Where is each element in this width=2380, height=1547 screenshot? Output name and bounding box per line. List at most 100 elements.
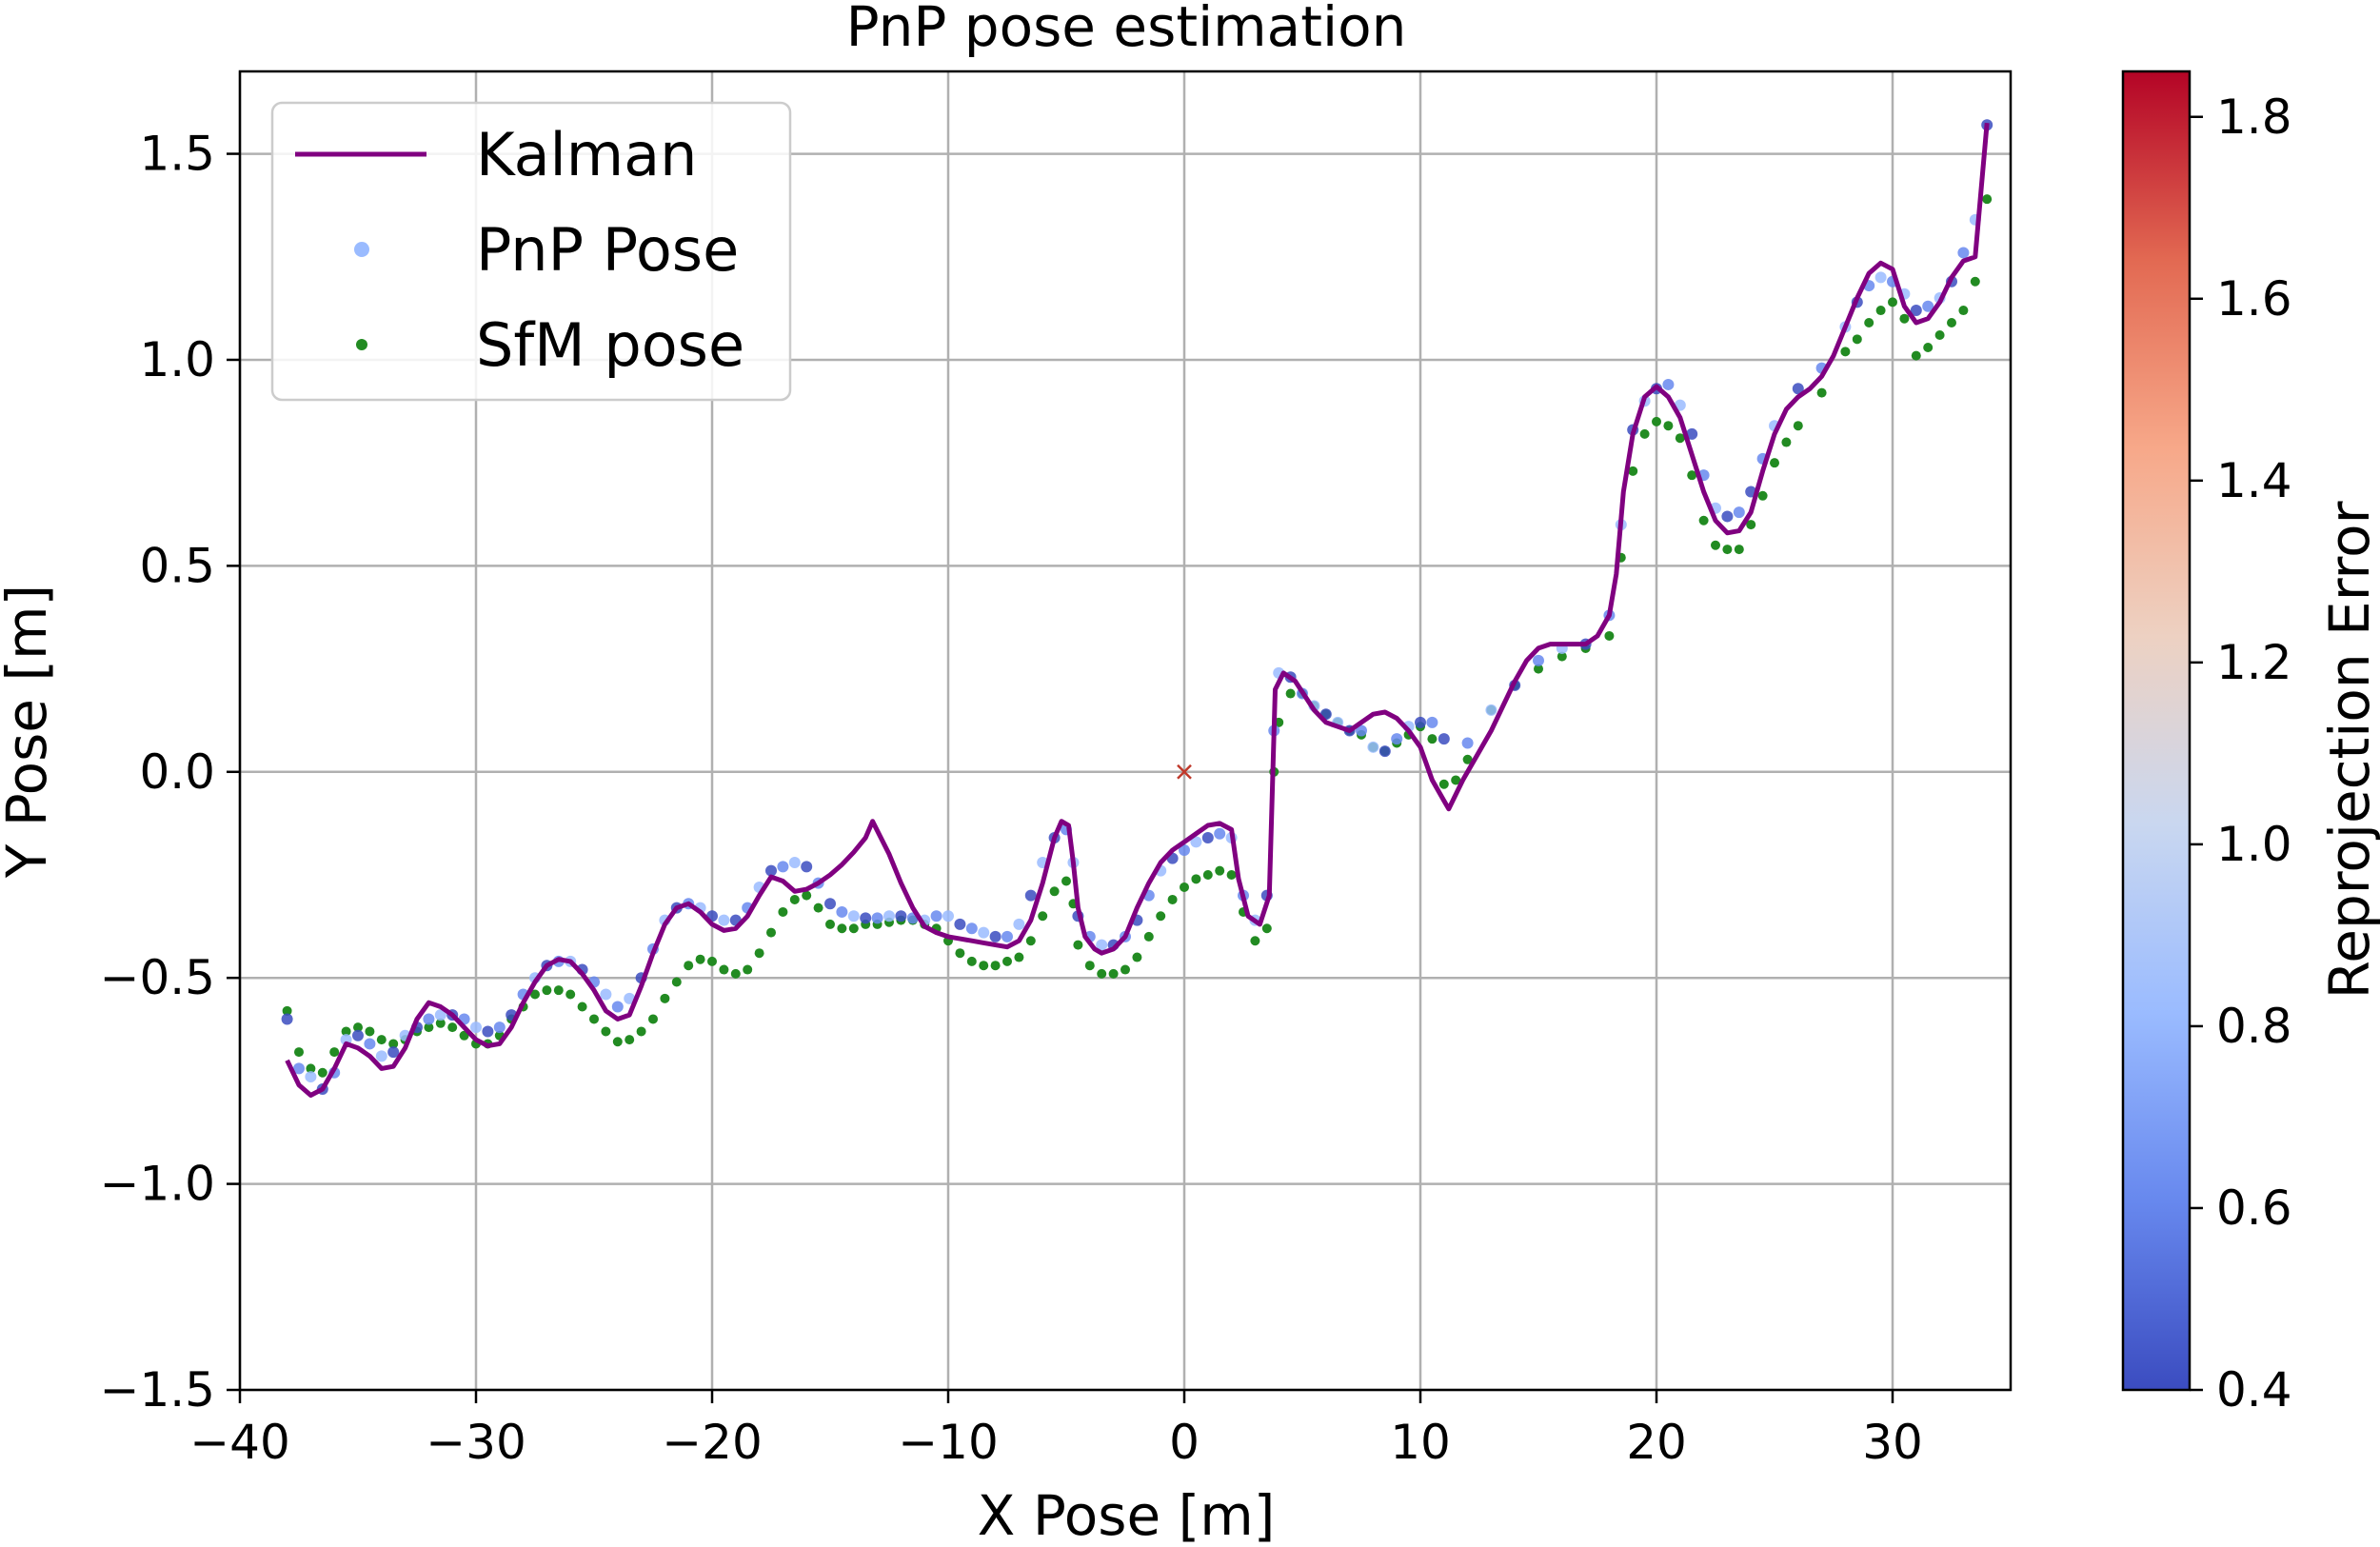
sfm-pose-point [542,985,552,996]
x-tick-label: 0 [1169,1415,1200,1470]
pnp-pose-point [847,910,860,922]
sfm-pose-point [1226,869,1237,880]
sfm-pose-point [1793,421,1803,431]
colorbar-tick-label: 1.6 [2216,271,2292,327]
colorbar-label: Reprojection Error [2317,501,2380,999]
pnp-pose-point [493,1021,506,1034]
sfm-pose-point [743,964,753,975]
sfm-pose-point [1675,433,1685,444]
sfm-pose-point [1923,342,1934,352]
pnp-pose-point [600,988,612,1001]
sfm-pose-point [589,1014,599,1024]
sfm-pose-point [766,927,776,938]
axis-ticks: −40 −30 −20 −10 0 10 20 30 −1.5 −1.0 −0.5 0.0 0.5 1.0… [100,127,1923,1470]
pnp-pose-point [824,898,836,910]
sfm-pose-point [1025,936,1036,946]
pnp-pose-point [482,1025,494,1038]
sfm-pose-point [671,977,682,987]
sfm-pose-point [730,968,741,979]
sfm-pose-point [1970,276,1980,287]
pnp-pose-point [1367,741,1379,753]
legend-box [270,101,792,402]
pnp-pose-point [942,910,954,922]
sfm-pose-point [1663,421,1674,431]
sfm-pose-point [317,1067,327,1078]
sfm-pose-point [1628,466,1638,476]
sfm-pose-point [306,1063,316,1074]
sfm-pose-point [1604,630,1615,641]
sfm-pose-point [660,993,670,1003]
sfm-pose-point [1639,428,1650,439]
sfm-pose-point [1816,387,1827,398]
pnp-pose-point [895,910,907,922]
pnp-pose-point [883,910,895,922]
pnp-pose-point [1024,889,1037,902]
sfm-pose-point [1888,297,1897,307]
sfm-pose-point [376,1035,387,1045]
plot-area-frame [238,69,2013,1392]
sfm-pose-point [1757,490,1768,501]
pnp-pose-point [1002,930,1013,942]
x-tick-label: −10 [898,1415,999,1470]
y-tick-label: −1.0 [100,1157,215,1212]
sfm-pose-point [1557,651,1567,662]
sfm-pose-point [553,985,564,996]
pnp-pose-point [1415,716,1426,728]
sfm-pose-point [1215,865,1225,876]
sfm-pose-point [1285,688,1296,699]
sfm-pose-point [282,1005,292,1016]
sfm-pose-point [684,961,694,971]
sfm-pose-point [1143,931,1154,942]
sfm-pose-point [424,1022,434,1033]
sfm-pose-point [1722,545,1733,555]
sfm-pose-point [1014,952,1024,962]
sfm-pose-point [990,961,1001,971]
sfm-pose-point [1770,458,1779,468]
pnp-pose-point [1662,378,1675,390]
pnp-pose-point [423,1013,435,1025]
pnp-pose-point [1013,918,1025,930]
sfm-pose-point [1958,306,1969,316]
sfm-pose-point [966,956,977,966]
sfm-pose-point [577,1002,587,1012]
sfm-pose-point [825,919,835,929]
sfm-pose-point [1899,313,1910,324]
x-tick-label: −20 [662,1415,763,1470]
sfm-pose-point [802,890,812,901]
sfm-pose-point [1261,923,1272,934]
sfm-pose-point [329,1047,340,1058]
y-tick-label: −0.5 [100,950,215,1005]
sfm-pose-point [1438,779,1449,789]
sfm-pose-point [1734,545,1744,555]
sfm-pose-point [837,923,847,934]
colorbar-tick-label: 0.4 [2216,1362,2292,1418]
sfm-pose-point [719,964,729,975]
sfm-pose-point [636,1026,646,1037]
sfm-pose-point [813,902,823,913]
pnp-pose-point [801,861,813,873]
colorbar-tick-label: 0.6 [2216,1180,2292,1236]
legend-pnp-label: PnP Pose [476,215,739,285]
pnp-pose-point [624,992,636,1004]
pnp-pose-point [1356,724,1367,737]
sfm-pose-point [1084,961,1095,971]
sfm-pose-point [294,1047,304,1058]
series-layer [281,119,1993,1098]
sfm-pose-point [1108,968,1119,979]
pnp-pose-point [305,1071,317,1083]
pnp-pose-point [836,905,848,918]
pnp-pose-point [1179,844,1190,857]
pnp-pose-point [978,926,990,939]
y-tick-label: −1.5 [100,1362,215,1418]
origin-marker-stroke [1177,764,1192,780]
pnp-pose-point [1461,737,1474,749]
colorbar-tick-label: 1.0 [2216,817,2292,872]
pnp-pose-point [1922,300,1934,312]
sfm-pose-point [1911,350,1921,361]
sfm-pose-point [1711,540,1720,550]
sfm-pose-point [1746,520,1756,530]
sfm-pose-point [353,1022,363,1033]
pnp-pose-point [871,912,883,924]
chart-title: PnP pose estimation [846,0,1407,59]
pnp-pose-point [1792,383,1804,395]
